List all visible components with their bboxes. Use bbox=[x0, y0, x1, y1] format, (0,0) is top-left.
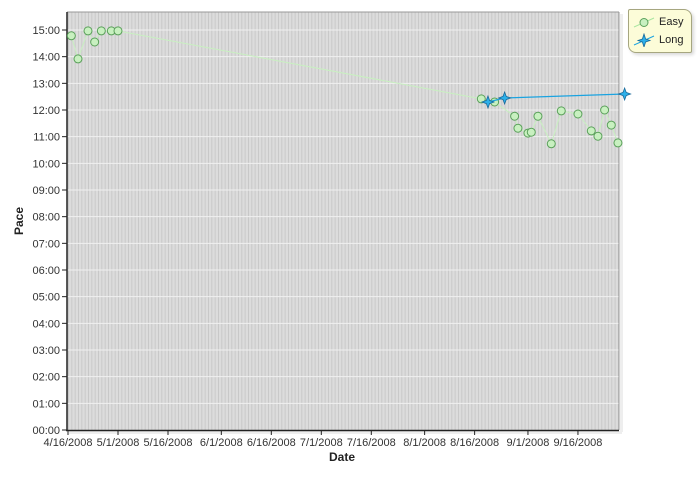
y-tick-label: 04:00 bbox=[32, 318, 60, 330]
long-data-point[interactable] bbox=[497, 90, 512, 106]
y-tick-label: 11:00 bbox=[33, 132, 60, 144]
easy-data-point[interactable] bbox=[556, 106, 566, 116]
easy-data-point[interactable] bbox=[546, 139, 556, 149]
legend-item-easy[interactable]: Easy bbox=[629, 14, 683, 30]
y-tick-label: 02:00 bbox=[32, 372, 60, 384]
x-tick-label: 9/16/2008 bbox=[553, 437, 602, 449]
easy-data-point[interactable] bbox=[613, 138, 623, 148]
easy-data-point[interactable] bbox=[73, 54, 83, 64]
x-tick-label: 6/16/2008 bbox=[247, 437, 296, 449]
easy-data-point[interactable] bbox=[113, 26, 123, 36]
circle-marker-icon bbox=[633, 17, 655, 28]
easy-data-point[interactable] bbox=[533, 111, 543, 121]
easy-data-point[interactable] bbox=[573, 109, 583, 119]
easy-data-point[interactable] bbox=[586, 126, 596, 136]
x-axis-title: Date bbox=[329, 450, 355, 464]
legend-item-long[interactable]: Long bbox=[629, 32, 683, 48]
easy-data-point[interactable] bbox=[90, 37, 100, 47]
plot-area bbox=[67, 11, 623, 434]
easy-data-point[interactable] bbox=[96, 26, 106, 36]
legend: Easy Long bbox=[628, 9, 692, 53]
y-tick-label: 13:00 bbox=[32, 78, 60, 90]
y-tick-label: 07:00 bbox=[32, 238, 60, 250]
easy-data-point[interactable] bbox=[476, 94, 486, 104]
x-tick-label: 6/1/2008 bbox=[200, 437, 243, 449]
easy-data-point[interactable] bbox=[526, 127, 536, 137]
easy-data-point[interactable] bbox=[66, 31, 76, 41]
easy-data-point[interactable] bbox=[606, 120, 616, 130]
easy-data-point[interactable] bbox=[513, 123, 523, 133]
easy-data-point[interactable] bbox=[593, 131, 603, 141]
easy-data-point[interactable] bbox=[600, 105, 610, 115]
y-tick-label: 14:00 bbox=[32, 52, 60, 64]
y-tick-label: 03:00 bbox=[32, 345, 60, 357]
y-tick-label: 06:00 bbox=[32, 265, 60, 277]
y-tick-label: 08:00 bbox=[32, 212, 60, 224]
legend-label-easy: Easy bbox=[659, 16, 684, 28]
y-tick-label: 01:00 bbox=[32, 398, 60, 410]
x-tick-label: 9/1/2008 bbox=[507, 437, 550, 449]
x-tick-label: 8/1/2008 bbox=[403, 437, 446, 449]
y-tick-label: 09:00 bbox=[32, 185, 60, 197]
x-tick-label: 5/16/2008 bbox=[144, 437, 193, 449]
easy-data-point[interactable] bbox=[83, 26, 93, 36]
y-tick-label: 15:00 bbox=[32, 25, 60, 37]
long-data-point[interactable] bbox=[480, 94, 496, 110]
y-tick-label: 12:00 bbox=[32, 105, 60, 117]
x-tick-label: 5/1/2008 bbox=[97, 437, 140, 449]
y-tick-label: 00:00 bbox=[32, 425, 60, 437]
y-tick-label: 05:00 bbox=[32, 292, 60, 304]
horizontal-gridlines bbox=[67, 29, 619, 404]
series-long bbox=[480, 86, 632, 110]
long-data-point[interactable] bbox=[617, 86, 632, 102]
easy-data-point[interactable] bbox=[510, 111, 520, 121]
y-axis-title: Pace bbox=[12, 207, 26, 235]
star-marker-icon bbox=[633, 33, 655, 47]
x-tick-label: 4/16/2008 bbox=[44, 437, 93, 449]
x-tick-label: 8/16/2008 bbox=[450, 437, 499, 449]
x-tick-label: 7/1/2008 bbox=[300, 437, 343, 449]
legend-label-long: Long bbox=[659, 34, 684, 46]
x-tick-label: 7/16/2008 bbox=[347, 437, 396, 449]
y-tick-label: 10:00 bbox=[32, 158, 60, 170]
